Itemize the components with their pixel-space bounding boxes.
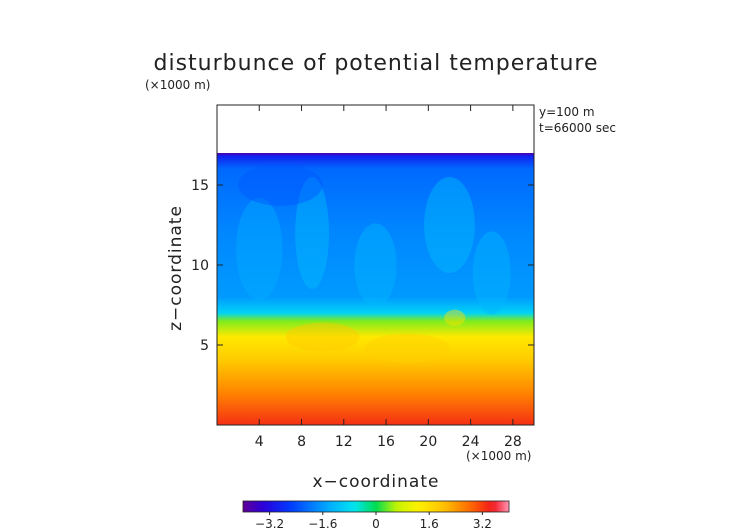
plot-area (216, 104, 535, 426)
colorbar-tick-label: 3.2 (473, 517, 492, 531)
chart-title: disturbunce of potential temperature (154, 51, 599, 76)
colorbar-tick-label: −3.2 (255, 517, 284, 531)
x-tick-label: 12 (335, 434, 353, 450)
field-blob (472, 231, 511, 315)
colorbar-tick-label: 0 (372, 517, 380, 531)
colorbar-tick-label: −1.6 (308, 517, 337, 531)
x-tick-label: 4 (255, 434, 264, 450)
colorbar-tick-label: 1.6 (420, 517, 439, 531)
field-blob (354, 223, 397, 307)
field-blobs (236, 164, 511, 363)
y-axis-ticks: 5 10 15 (191, 178, 534, 354)
field-blob (364, 333, 450, 363)
y-axis-label: z−coordinate (166, 205, 186, 331)
x-axis-ticks: 4 8 12 16 20 24 28 (255, 105, 522, 450)
annotation-y-position: y=100 m (539, 105, 595, 119)
y-tick-label: 5 (200, 338, 209, 354)
field-blob (295, 177, 330, 289)
field-blob (424, 177, 475, 273)
field-blob (444, 309, 466, 326)
x-axis-label: x−coordinate (313, 472, 440, 492)
field-blob (238, 164, 323, 206)
colorbar-ticks: −3.2 −1.6 0 1.6 3.2 (255, 512, 492, 531)
x-tick-label: 24 (462, 434, 480, 450)
y-unit-label: (×1000 m) (145, 78, 210, 92)
x-tick-label: 16 (377, 434, 395, 450)
y-tick-label: 15 (191, 178, 209, 194)
field-blob (285, 322, 360, 352)
x-tick-label: 28 (504, 434, 522, 450)
colorbar-bar (242, 500, 510, 513)
x-tick-label: 8 (297, 434, 306, 450)
y-tick-label: 10 (191, 258, 209, 274)
x-tick-label: 20 (419, 434, 437, 450)
annotation-time: t=66000 sec (539, 121, 616, 135)
x-unit-label: (×1000 m) (466, 449, 531, 463)
temperature-field (217, 153, 534, 425)
field-blob (236, 197, 283, 301)
colorbar: −3.2 −1.6 0 1.6 3.2 (242, 500, 510, 531)
